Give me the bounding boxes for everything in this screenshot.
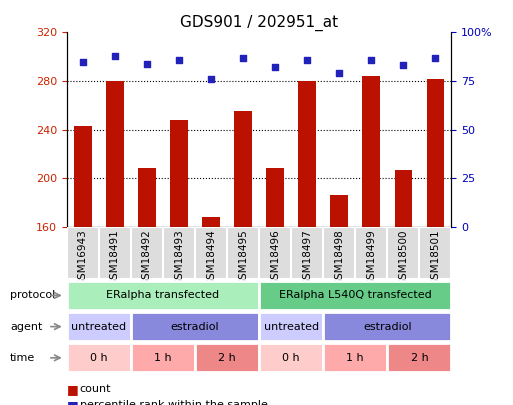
FancyBboxPatch shape bbox=[67, 312, 131, 341]
FancyBboxPatch shape bbox=[259, 281, 451, 310]
FancyBboxPatch shape bbox=[291, 227, 323, 279]
Bar bbox=[202, 217, 220, 227]
Text: 1 h: 1 h bbox=[346, 353, 364, 363]
Text: ERalpha transfected: ERalpha transfected bbox=[106, 290, 220, 301]
Text: GSM18500: GSM18500 bbox=[399, 229, 408, 286]
Point bbox=[111, 53, 119, 59]
FancyBboxPatch shape bbox=[131, 343, 195, 373]
Text: GSM18495: GSM18495 bbox=[238, 229, 248, 286]
FancyBboxPatch shape bbox=[323, 343, 387, 373]
Bar bbox=[106, 81, 124, 227]
Text: 0 h: 0 h bbox=[90, 353, 108, 363]
FancyBboxPatch shape bbox=[227, 227, 259, 279]
Title: GDS901 / 202951_at: GDS901 / 202951_at bbox=[180, 15, 338, 31]
Text: GSM18494: GSM18494 bbox=[206, 229, 216, 286]
Bar bbox=[170, 120, 188, 227]
Bar bbox=[299, 81, 316, 227]
Text: GSM18497: GSM18497 bbox=[302, 229, 312, 286]
Point bbox=[78, 58, 87, 65]
FancyBboxPatch shape bbox=[67, 227, 98, 279]
FancyBboxPatch shape bbox=[195, 227, 227, 279]
Text: GSM18499: GSM18499 bbox=[366, 229, 376, 286]
Bar bbox=[234, 111, 252, 227]
Text: GSM18491: GSM18491 bbox=[110, 229, 120, 286]
Text: 2 h: 2 h bbox=[410, 353, 428, 363]
Point bbox=[143, 60, 151, 67]
Text: percentile rank within the sample: percentile rank within the sample bbox=[80, 401, 267, 405]
Text: agent: agent bbox=[10, 322, 43, 332]
FancyBboxPatch shape bbox=[420, 227, 451, 279]
FancyBboxPatch shape bbox=[259, 227, 291, 279]
Text: ERalpha L540Q transfected: ERalpha L540Q transfected bbox=[279, 290, 431, 301]
Bar bbox=[330, 195, 348, 227]
Text: GSM18493: GSM18493 bbox=[174, 229, 184, 286]
FancyBboxPatch shape bbox=[355, 227, 387, 279]
Text: estradiol: estradiol bbox=[363, 322, 411, 332]
Text: GSM18492: GSM18492 bbox=[142, 229, 152, 286]
Text: 1 h: 1 h bbox=[154, 353, 172, 363]
Point bbox=[239, 54, 247, 61]
Bar bbox=[427, 79, 444, 227]
Point bbox=[271, 64, 279, 70]
Point bbox=[399, 62, 407, 69]
FancyBboxPatch shape bbox=[323, 312, 451, 341]
Point bbox=[207, 76, 215, 82]
Bar bbox=[363, 76, 380, 227]
FancyBboxPatch shape bbox=[131, 227, 163, 279]
Text: GSM16943: GSM16943 bbox=[78, 229, 88, 286]
Text: GSM18496: GSM18496 bbox=[270, 229, 280, 286]
Text: untreated: untreated bbox=[264, 322, 319, 332]
FancyBboxPatch shape bbox=[259, 343, 323, 373]
FancyBboxPatch shape bbox=[67, 343, 131, 373]
Point bbox=[431, 54, 440, 61]
FancyBboxPatch shape bbox=[163, 227, 195, 279]
Text: count: count bbox=[80, 384, 111, 394]
Point bbox=[367, 56, 376, 63]
FancyBboxPatch shape bbox=[67, 281, 259, 310]
Text: GSM18498: GSM18498 bbox=[334, 229, 344, 286]
Bar bbox=[266, 168, 284, 227]
Point bbox=[303, 56, 311, 63]
Text: GSM18501: GSM18501 bbox=[430, 229, 440, 286]
Bar bbox=[74, 126, 91, 227]
Text: ■: ■ bbox=[67, 383, 78, 396]
Text: protocol: protocol bbox=[10, 290, 55, 301]
FancyBboxPatch shape bbox=[259, 312, 323, 341]
Text: time: time bbox=[10, 353, 35, 363]
Text: ■: ■ bbox=[67, 399, 78, 405]
Bar bbox=[394, 170, 412, 227]
Point bbox=[175, 56, 183, 63]
FancyBboxPatch shape bbox=[98, 227, 131, 279]
Point bbox=[335, 70, 343, 77]
FancyBboxPatch shape bbox=[195, 343, 259, 373]
Text: 0 h: 0 h bbox=[282, 353, 300, 363]
Text: 2 h: 2 h bbox=[218, 353, 236, 363]
FancyBboxPatch shape bbox=[131, 312, 259, 341]
Bar bbox=[138, 168, 155, 227]
Text: estradiol: estradiol bbox=[171, 322, 219, 332]
FancyBboxPatch shape bbox=[387, 343, 451, 373]
FancyBboxPatch shape bbox=[323, 227, 355, 279]
FancyBboxPatch shape bbox=[387, 227, 420, 279]
Text: untreated: untreated bbox=[71, 322, 126, 332]
